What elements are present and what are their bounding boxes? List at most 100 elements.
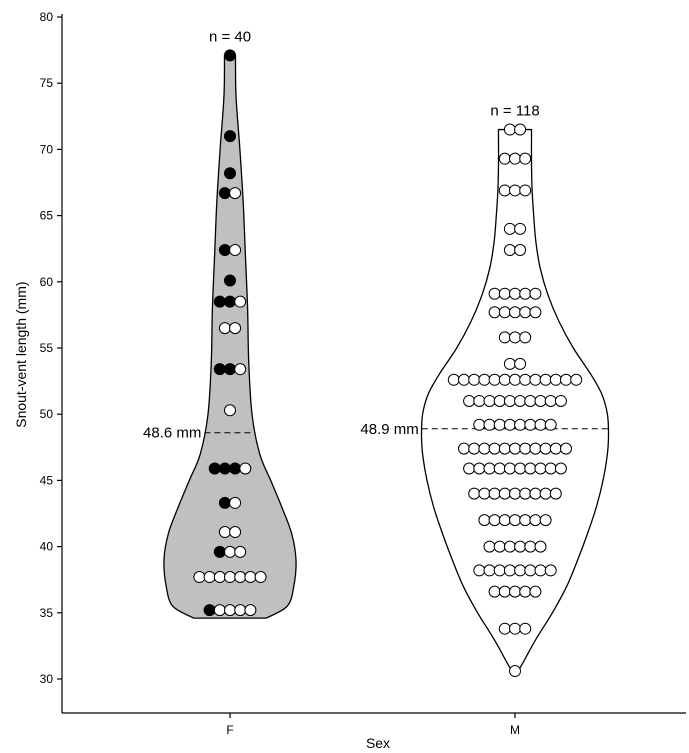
dot-open: [503, 564, 516, 577]
dot-open: [473, 462, 486, 475]
dot-open: [509, 665, 521, 678]
dot-open: [519, 331, 532, 344]
dot-open: [478, 514, 491, 527]
dot-open: [529, 585, 542, 598]
dot-open: [529, 442, 542, 455]
y-tick-label: 50: [40, 407, 54, 421]
dot-open: [514, 540, 527, 553]
annotations: 48.6 mm n = 40 48.9 mm n = 118: [143, 28, 540, 441]
dot-open: [224, 545, 236, 558]
y-tick-label: 45: [40, 473, 54, 487]
dot-open: [549, 487, 562, 500]
dot-filled: [224, 49, 236, 62]
dot-open: [509, 306, 521, 319]
y-tick-label: 65: [40, 209, 54, 223]
dot-open: [244, 571, 257, 584]
dot-open: [534, 462, 547, 475]
dot-open: [503, 222, 516, 235]
dot-open: [544, 394, 557, 407]
dot-open: [483, 394, 496, 407]
dot-open: [468, 442, 481, 455]
dot-open: [478, 373, 491, 386]
dot-open: [519, 184, 532, 197]
dot-open: [488, 287, 501, 300]
dot-open: [218, 322, 231, 335]
dot-open: [529, 487, 542, 500]
dot-open: [509, 287, 521, 300]
dot-open: [554, 394, 567, 407]
dot-open: [519, 487, 532, 500]
dot-open: [498, 442, 511, 455]
dot-open: [529, 514, 542, 527]
dot-open: [463, 462, 476, 475]
dot-open: [524, 540, 537, 553]
dot-open: [488, 306, 501, 319]
dot-open: [544, 564, 557, 577]
dot-open: [519, 287, 532, 300]
dot-open: [519, 514, 532, 527]
dot-open: [503, 418, 516, 431]
dot-open: [473, 394, 486, 407]
dot-open: [488, 585, 501, 598]
x-tick-label: M: [510, 723, 520, 737]
dot-open: [498, 331, 511, 344]
dot-open: [493, 540, 506, 553]
dot-open: [229, 187, 242, 200]
dot-open: [539, 514, 552, 527]
dot-open: [514, 418, 527, 431]
dot-open: [229, 496, 242, 509]
dot-open: [488, 514, 501, 527]
y-tick-label: 80: [40, 10, 54, 24]
dot-open: [509, 373, 521, 386]
dot-open: [478, 442, 491, 455]
dot-open: [498, 287, 511, 300]
dot-open: [549, 442, 562, 455]
n-label-F: n = 40: [209, 28, 251, 45]
dot-open: [560, 373, 572, 386]
y-tick-label: 40: [40, 540, 54, 554]
dot-open: [534, 540, 547, 553]
dot-open: [234, 363, 247, 376]
dot-filled: [213, 545, 226, 558]
dot-open: [509, 487, 521, 500]
dot-open: [549, 373, 562, 386]
dot-open: [524, 564, 537, 577]
dot-filled: [213, 295, 226, 308]
dot-open: [234, 545, 247, 558]
dot-open: [488, 487, 501, 500]
dot-open: [213, 604, 226, 617]
x-axis-title: Sex: [366, 735, 390, 751]
dot-open: [239, 462, 252, 475]
dots: [193, 49, 583, 678]
dot-open: [514, 357, 527, 370]
dot-filled: [224, 274, 236, 287]
dot-open: [554, 462, 567, 475]
dot-open: [493, 462, 506, 475]
dot-filled: [218, 244, 231, 257]
dot-open: [503, 123, 516, 136]
dot-open: [193, 571, 206, 584]
dot-open: [483, 564, 496, 577]
dot-open: [488, 373, 501, 386]
dot-open: [509, 152, 521, 165]
dot-open: [458, 373, 470, 386]
dot-open: [539, 442, 552, 455]
dot-open: [493, 418, 506, 431]
dot-open: [503, 244, 516, 257]
dot-open: [560, 442, 572, 455]
dot-open: [529, 373, 542, 386]
dot-open: [229, 244, 242, 257]
dot-open: [519, 152, 532, 165]
dot-open: [534, 418, 547, 431]
dot-open: [503, 394, 516, 407]
dot-open: [224, 604, 236, 617]
dot-open: [514, 123, 527, 136]
dot-open: [509, 514, 521, 527]
dot-open: [503, 540, 516, 553]
dot-open: [519, 622, 532, 635]
dot-open: [498, 514, 511, 527]
dot-open: [203, 571, 216, 584]
dot-open: [447, 373, 460, 386]
